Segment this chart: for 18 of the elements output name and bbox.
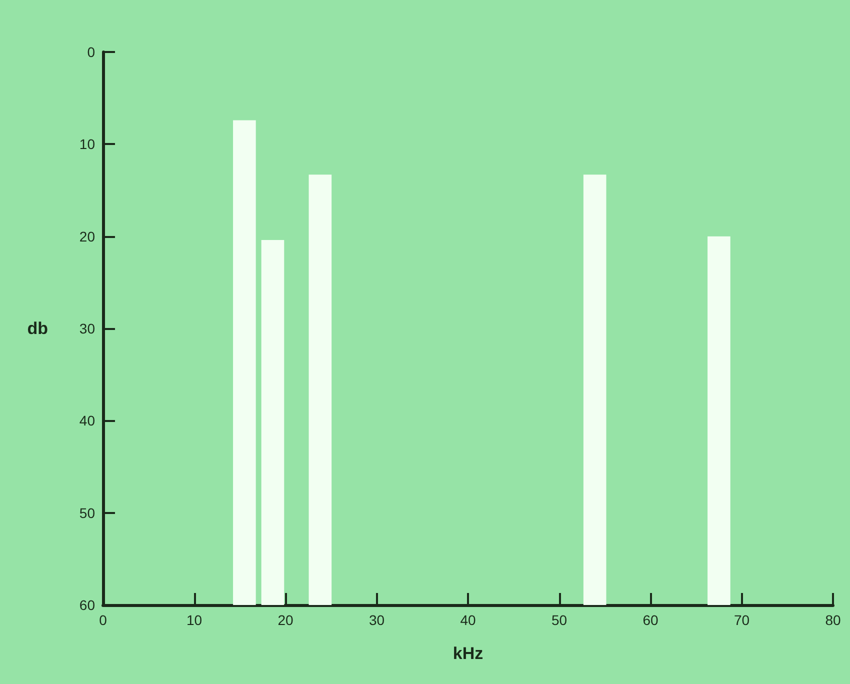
y-tick-label: 50 <box>79 504 96 521</box>
x-tick-label: 70 <box>734 612 750 628</box>
x-tick-label: 10 <box>186 612 202 628</box>
x-tick-label: 50 <box>551 612 568 628</box>
x-tick-label: 80 <box>825 612 841 628</box>
y-tick-label: 0 <box>87 44 96 60</box>
x-tick-label: 0 <box>99 612 108 628</box>
y-tick-label: 30 <box>79 320 96 336</box>
y-tick-label: 40 <box>79 412 96 429</box>
y-tick-label: 20 <box>79 228 96 244</box>
y-axis-title: db <box>27 319 48 338</box>
x-axis-title: kHz <box>452 644 484 663</box>
y-tick-label: 60 <box>79 597 96 613</box>
x-tick-label: 60 <box>642 612 658 628</box>
y-tick-label: 10 <box>79 136 96 152</box>
x-tick-label: 40 <box>460 612 476 628</box>
x-tick-label: 30 <box>368 612 385 628</box>
x-tick-label: 20 <box>278 612 294 628</box>
